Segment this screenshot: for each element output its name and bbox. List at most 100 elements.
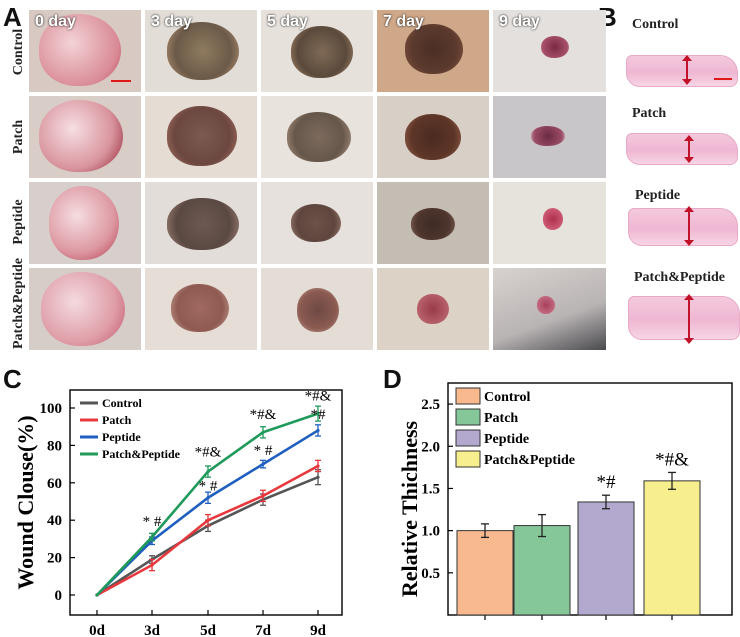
row-label-patch-peptide: Patch&Peptide [11,258,26,349]
x-tick-label: 7d [255,623,272,637]
data-point [261,462,265,466]
data-point [316,412,320,416]
y-tick-label: 0 [55,588,63,604]
legend-swatch [455,408,481,426]
data-point [316,464,320,468]
x-tick-label: 9d [310,623,327,637]
day-label-0: 0 day [35,13,76,30]
legend-swatch [455,429,481,447]
legend-label: Patch [102,413,132,427]
photo-patch-3day [145,96,257,178]
histology-label-patch: Patch [632,106,667,121]
plot-frame [69,389,343,616]
thickness-arrow-patch-peptide [684,294,694,344]
x-tick-label: 0d [89,623,106,637]
significance-marker: * # [254,443,273,459]
significance-marker: *# [597,472,617,493]
data-point [150,535,154,539]
legend-label: Control [102,396,142,410]
data-point [261,430,265,434]
legend-label: Patch&Peptide [484,453,575,468]
photo-patch-peptide-9day [493,268,606,350]
data-point [95,593,99,597]
photo-control-5day: 5 day [261,10,373,92]
wound-closure-chart: 0 20 40 60 80 100 0d 3d 5d 7d 9d Wound Clouse(%) Co… [13,389,343,637]
photo-patch-peptide-5day [261,268,373,350]
data-point [316,428,320,433]
histology-scale-bar [714,78,732,80]
y-tick-label: 20 [47,551,62,567]
significance-marker: *#& [655,449,689,470]
wound-photo-grid: 0 day 3 day 5 day 7 day 9 day [29,10,606,350]
photo-control-3day: 3 day [145,10,257,92]
bar-2 [577,501,635,616]
thickness-arrow-peptide [684,206,694,246]
photo-peptide-5day [261,182,373,264]
y-tick-label: 80 [47,438,62,454]
y-axis-label: Wound Clouse(%) [13,415,38,589]
bar-0 [456,530,514,616]
data-point [150,563,154,567]
photo-patch-peptide-7day [377,268,489,350]
photo-peptide-0day [29,182,141,264]
y-tick-label: 0.5 [421,566,440,582]
photo-peptide-7day [377,182,489,264]
legend-label: Control [484,390,531,405]
day-label-5: 5 day [267,13,308,30]
histology-image-patch-peptide [628,296,740,340]
significance-marker: *#& [305,389,332,405]
data-point [261,494,265,498]
y-axis-label: Relative Thichness [397,420,422,597]
photo-control-9day: 9 day [493,10,606,92]
panel-c-letter: C [3,364,22,394]
photo-patch-9day [493,96,606,178]
y-tick-label: 1.0 [421,524,440,540]
thickness-arrow-patch [684,135,694,163]
legend-label: Patch&Peptide [102,447,181,461]
y-tick-label: 2.0 [421,439,440,455]
photo-patch-peptide-3day [145,268,257,350]
histology-label-peptide: Peptide [635,188,681,203]
day-label-9: 9 day [499,13,540,30]
significance-marker: *#& [195,445,222,461]
photo-patch-5day [261,96,373,178]
photo-control-0day: 0 day [29,10,141,92]
histology-label-control: Control [632,17,679,32]
scale-bar [111,80,131,82]
histology-image-patch [626,133,738,165]
thickness-arrow-control [682,55,692,85]
row-label-peptide: Peptide [11,199,26,245]
photo-peptide-9day [493,182,606,264]
photo-control-7day: 7 day [377,10,489,92]
x-tick-label: 3d [144,623,161,637]
day-label-7: 7 day [383,13,424,30]
photo-peptide-3day [145,182,257,264]
legend-label: Patch [484,411,518,426]
legend-label: Peptide [484,432,529,447]
bar-1 [513,525,571,616]
day-label-3: 3 day [151,13,192,30]
row-label-patch: Patch [11,119,26,155]
y-tick-label: 60 [47,476,62,492]
legend-label: Peptide [102,430,141,444]
y-tick-label: 40 [47,513,62,529]
panel-a-letter: A [3,2,22,32]
data-point [206,469,210,474]
photo-patch-peptide-0day [29,268,141,350]
data-point [206,518,210,522]
significance-marker: * # [143,514,162,530]
panel-d-letter: D [383,364,402,394]
y-tick-label: 1.5 [421,481,440,497]
photo-patch-0day [29,96,141,178]
significance-marker: *#& [250,407,277,423]
photo-patch-7day [377,96,489,178]
y-tick-label: 100 [40,401,63,417]
legend-swatch [455,387,481,405]
row-label-control: Control [11,28,26,76]
legend-swatch [455,450,481,468]
histology-image-peptide [628,208,738,246]
significance-marker: *# [311,407,327,423]
bar-3 [643,480,701,616]
y-tick-label: 2.5 [421,397,440,413]
data-point [316,475,320,479]
